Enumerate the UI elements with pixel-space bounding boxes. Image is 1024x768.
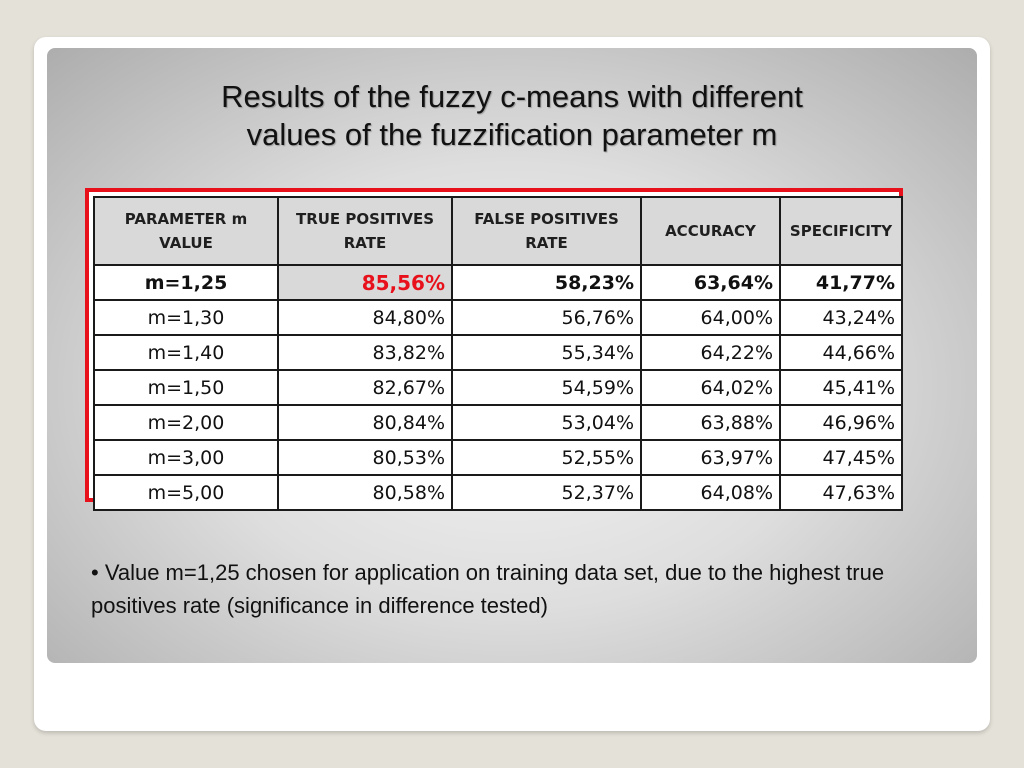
slide-frame: Results of the fuzzy c-means with differ… xyxy=(34,37,990,731)
cell-accuracy: 64,08% xyxy=(640,474,781,511)
cell-specificity: 47,45% xyxy=(779,439,903,476)
header-parameter-line2: VALUE xyxy=(159,234,213,252)
cell-specificity: 41,77% xyxy=(779,264,903,301)
header-specificity: SPECIFICITY xyxy=(779,196,903,266)
cell-tpr: 84,80% xyxy=(277,299,453,336)
cell-accuracy: 64,22% xyxy=(640,334,781,371)
results-table: PARAMETER m VALUE TRUE POSITIVES RATE FA… xyxy=(93,196,903,511)
slide-panel: Results of the fuzzy c-means with differ… xyxy=(47,48,977,663)
cell-tpr: 80,58% xyxy=(277,474,453,511)
cell-accuracy: 64,00% xyxy=(640,299,781,336)
cell-specificity: 46,96% xyxy=(779,404,903,441)
cell-tpr: 85,56% xyxy=(277,264,453,301)
cell-tpr: 80,84% xyxy=(277,404,453,441)
header-accuracy: ACCURACY xyxy=(640,196,781,266)
cell-parameter: m=2,00 xyxy=(93,404,279,441)
cell-fpr: 53,04% xyxy=(451,404,642,441)
cell-parameter: m=1,50 xyxy=(93,369,279,406)
cell-fpr: 52,55% xyxy=(451,439,642,476)
table-row: m=1,40 83,82% 55,34% 64,22% 44,66% xyxy=(93,334,903,371)
table-header-row: PARAMETER m VALUE TRUE POSITIVES RATE FA… xyxy=(93,196,903,266)
title-line-2: values of the fuzzification parameter m xyxy=(246,117,778,152)
cell-fpr: 54,59% xyxy=(451,369,642,406)
table-row: m=3,00 80,53% 52,55% 63,97% 47,45% xyxy=(93,439,903,476)
cell-parameter: m=5,00 xyxy=(93,474,279,511)
cell-parameter: m=1,40 xyxy=(93,334,279,371)
header-fpr: FALSE POSITIVES RATE xyxy=(451,196,642,266)
cell-specificity: 44,66% xyxy=(779,334,903,371)
cell-fpr: 58,23% xyxy=(451,264,642,301)
cell-specificity: 47,63% xyxy=(779,474,903,511)
header-fpr-line2: RATE xyxy=(525,234,568,252)
header-tpr: TRUE POSITIVES RATE xyxy=(277,196,453,266)
table-row: m=1,50 82,67% 54,59% 64,02% 45,41% xyxy=(93,369,903,406)
table-row: m=1,25 85,56% 58,23% 63,64% 41,77% xyxy=(93,264,903,301)
cell-fpr: 56,76% xyxy=(451,299,642,336)
cell-parameter: m=1,30 xyxy=(93,299,279,336)
cell-accuracy: 63,88% xyxy=(640,404,781,441)
cell-specificity: 45,41% xyxy=(779,369,903,406)
cell-tpr: 82,67% xyxy=(277,369,453,406)
cell-fpr: 55,34% xyxy=(451,334,642,371)
table-row: m=2,00 80,84% 53,04% 63,88% 46,96% xyxy=(93,404,903,441)
cell-tpr: 80,53% xyxy=(277,439,453,476)
cell-fpr: 52,37% xyxy=(451,474,642,511)
slide-title: Results of the fuzzy c-means with differ… xyxy=(47,78,977,154)
cell-accuracy: 64,02% xyxy=(640,369,781,406)
header-tpr-line2: RATE xyxy=(343,234,387,252)
cell-accuracy: 63,97% xyxy=(640,439,781,476)
slide-note: • Value m=1,25 chosen for application on… xyxy=(91,560,885,618)
cell-tpr: 83,82% xyxy=(277,334,453,371)
table-row: m=1,30 84,80% 56,76% 64,00% 43,24% xyxy=(93,299,903,336)
header-fpr-line1: FALSE POSITIVES xyxy=(474,210,619,228)
cell-parameter: m=3,00 xyxy=(93,439,279,476)
table-row: m=5,00 80,58% 52,37% 64,08% 47,63% xyxy=(93,474,903,511)
results-table-frame: PARAMETER m VALUE TRUE POSITIVES RATE FA… xyxy=(85,188,903,511)
cell-accuracy: 63,64% xyxy=(640,264,781,301)
header-tpr-line1: TRUE POSITIVES xyxy=(295,210,435,228)
header-parameter-line1: PARAMETER m xyxy=(124,210,248,228)
title-line-1: Results of the fuzzy c-means with differ… xyxy=(221,79,803,114)
cell-parameter: m=1,25 xyxy=(93,264,279,301)
header-parameter: PARAMETER m VALUE xyxy=(93,196,279,266)
cell-specificity: 43,24% xyxy=(779,299,903,336)
